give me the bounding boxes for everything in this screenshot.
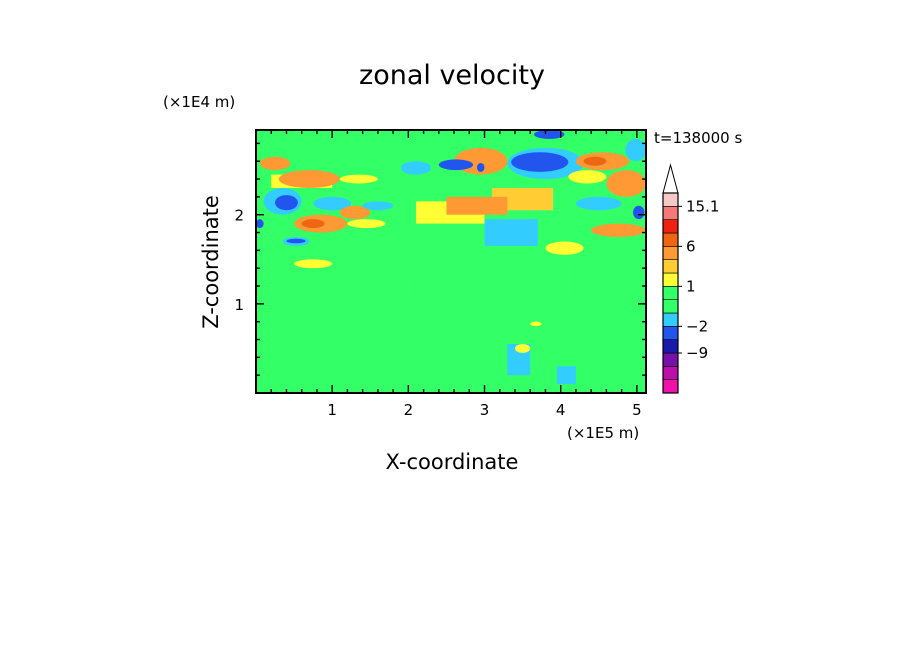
colorbar-segment	[662, 339, 679, 354]
field-region-36	[438, 159, 474, 171]
y-tick-label: 1	[234, 296, 244, 314]
field-region-8	[301, 236, 371, 260]
field-region-49	[347, 219, 386, 229]
y-axis-label: Z-coordinate	[199, 195, 223, 329]
colorbar-segment	[662, 379, 679, 394]
x-axis-label: X-coordinate	[386, 450, 519, 474]
field-region-1	[256, 299, 371, 344]
colorbar-overflow-arrow	[662, 163, 679, 194]
field-region-46	[591, 223, 646, 237]
field-region-35	[476, 162, 485, 172]
field-region-51	[530, 321, 542, 327]
x-tick-label: 3	[480, 401, 490, 419]
colorbar-segment	[662, 312, 679, 327]
field-region-25	[256, 219, 264, 229]
field-region-22	[286, 238, 306, 244]
colorbar-segment	[662, 299, 679, 314]
field-region-29	[313, 196, 352, 211]
x-unit-label: (×1E5 m)	[567, 424, 639, 442]
colorbar-tick-label: 1	[686, 277, 696, 295]
colorbar-tick-label: 6	[686, 237, 696, 255]
colorbar-segment	[662, 206, 679, 220]
field-region-43	[606, 170, 646, 197]
field-region-19	[259, 156, 291, 171]
field-region-15	[484, 219, 538, 246]
field-region-31	[362, 201, 394, 211]
colorbar-segment	[662, 286, 679, 300]
field-region-27	[301, 219, 325, 229]
x-tick-label: 5	[632, 401, 642, 419]
field-region-24	[275, 195, 298, 211]
plot-frame	[255, 129, 647, 394]
field-region-4	[316, 277, 416, 300]
field-region-50	[514, 343, 531, 353]
colorbar-tick-label: −2	[686, 317, 708, 335]
field-region-2	[332, 343, 455, 367]
time-label: t=138000 s	[654, 129, 742, 147]
colorbar-segment	[662, 232, 679, 247]
field-region-28	[294, 259, 333, 269]
colorbar-tick-label: −9	[686, 344, 708, 362]
field-region-47	[534, 130, 565, 139]
field-region-40	[583, 156, 607, 166]
field-region-18	[446, 196, 508, 215]
colorbar-segment	[662, 246, 679, 260]
field-region-3	[454, 370, 637, 389]
field-region-10	[556, 366, 576, 385]
field-region-41	[625, 138, 646, 162]
x-tick-label: 4	[556, 401, 566, 419]
y-tick-label: 2	[234, 207, 244, 225]
field-region-45	[633, 205, 645, 220]
field-region-7	[385, 236, 432, 278]
colorbar-segment	[662, 326, 679, 340]
field-region-38	[511, 152, 569, 172]
chart-title: zonal velocity	[359, 60, 545, 91]
x-axis-ticks: 1 2 3 4 5	[270, 130, 642, 419]
y-unit-label: (×1E4 m)	[163, 93, 235, 111]
colorbar-tick-label: 15.1	[686, 197, 719, 215]
field-region-33	[339, 174, 378, 184]
x-tick-label: 2	[404, 401, 414, 419]
field-region-32	[400, 161, 432, 175]
field-region-5	[454, 263, 576, 304]
colorbar-segment	[662, 192, 679, 207]
velocity-field	[256, 130, 646, 393]
y-axis-ticks: 12	[234, 142, 646, 376]
x-tick-label: 1	[327, 401, 337, 419]
colorbar: 15.1 6 1 −2 −9	[662, 163, 719, 394]
colorbar-segment	[662, 352, 679, 367]
colorbar-segment	[662, 219, 679, 234]
colorbar-segment	[662, 366, 679, 380]
colorbar-segment	[662, 272, 679, 287]
field-region-48	[545, 241, 584, 255]
field-region-20	[278, 170, 340, 188]
colorbar-frame	[662, 192, 679, 394]
field-region-42	[568, 170, 607, 184]
field-region-6	[598, 294, 645, 318]
colorbar-segment	[662, 259, 679, 274]
field-region-44	[575, 196, 622, 211]
field-region-30	[339, 205, 371, 220]
